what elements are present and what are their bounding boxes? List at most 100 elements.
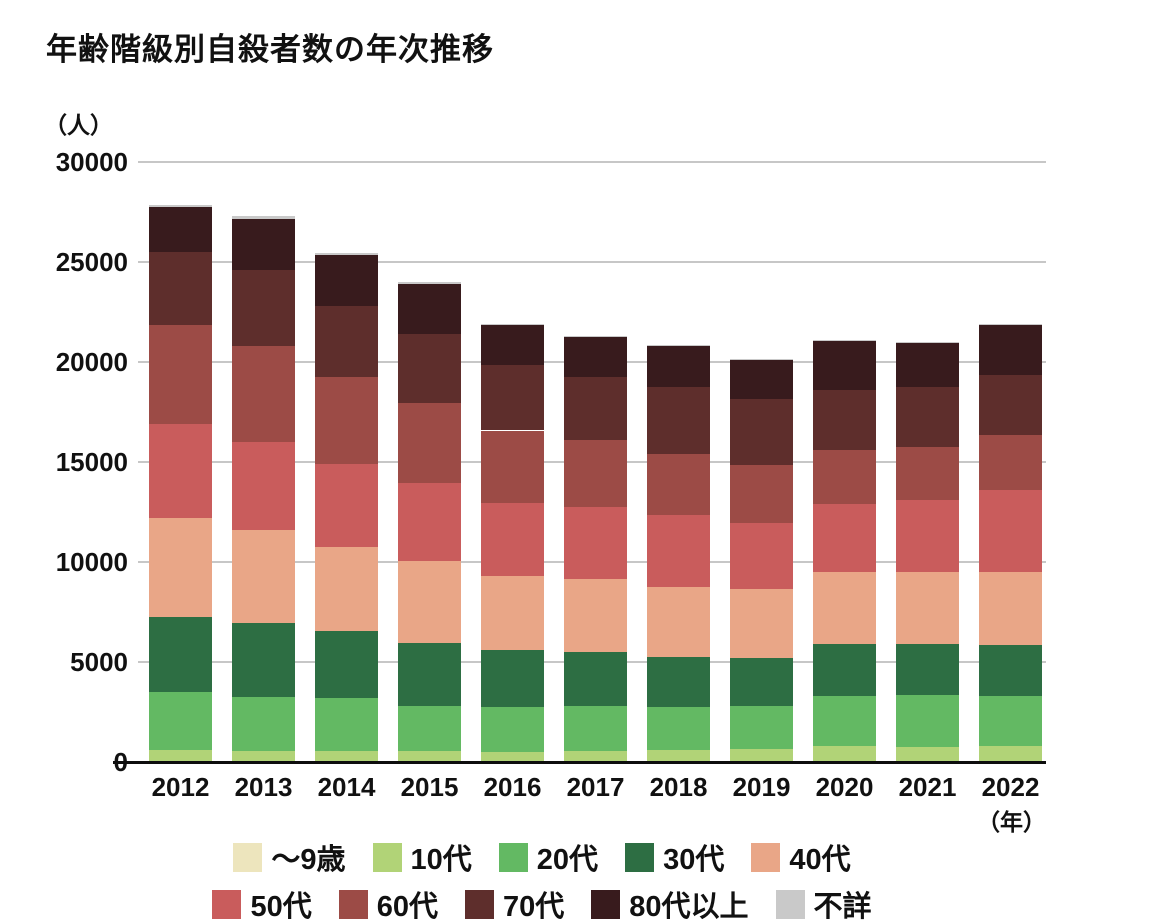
legend-row-1: ～9歳 10代 20代 30代 40代 [233, 836, 851, 878]
legend-item-70代: 70代 [464, 883, 565, 922]
legend-swatch-icon [498, 842, 528, 872]
bar-segment-2017-30代 [564, 652, 627, 707]
legend-swatch-icon [625, 842, 655, 872]
bar-segment-2012-10代 [149, 750, 212, 762]
bar-segment-2014-60代 [315, 376, 378, 465]
bar-segment-2016-30代 [481, 650, 544, 707]
x-axis-tick-label-2018: 2018 [649, 772, 708, 802]
legend-label: 10代 [410, 844, 472, 876]
bar-segment-2018-70代 [647, 386, 710, 454]
legend-label: 不詳 [813, 891, 872, 922]
bar-segment-2020-30代 [813, 643, 876, 697]
bar-segment-2022-60代 [979, 435, 1042, 491]
bar-segment-2022-70代 [979, 375, 1042, 435]
bar-segment-2020-20代 [813, 696, 876, 747]
legend-label: 60代 [376, 891, 438, 922]
bar-segment-2016-20代 [481, 706, 544, 752]
legend-swatch-icon [233, 842, 263, 872]
bar-segment-2013-70代 [232, 270, 295, 346]
legend-swatch-icon [338, 889, 368, 919]
bar-segment-2022-20代 [979, 696, 1042, 747]
bar-segment-2021-20代 [896, 694, 959, 747]
bar-segment-2018-40代 [647, 586, 710, 657]
bar-segment-2021-不詳 [896, 341, 959, 343]
bar-segment-2017-不詳 [564, 335, 627, 337]
bar-segment-2019-60代 [730, 465, 793, 524]
bar-segment-2012-60代 [149, 324, 212, 424]
bar-segment-2013-30代 [232, 622, 295, 697]
bar-segment-2012-不詳 [149, 204, 212, 208]
bar-segment-2013-不詳 [232, 216, 295, 219]
bar-segment-2013-40代 [232, 530, 295, 623]
bar-segment-2019-10代 [730, 748, 793, 762]
bar-segment-2014-20代 [315, 698, 378, 752]
x-axis-tick-label-2014: 2014 [317, 772, 376, 802]
bar-segment-2018-80代以上 [647, 345, 710, 387]
bar-segment-2019-50代 [730, 523, 793, 590]
bar-segment-2020-60代 [813, 450, 876, 504]
legend-label: 40代 [789, 844, 851, 876]
x-axis-tick-label-2021: 2021 [898, 772, 957, 802]
bar-segment-2013-10代 [232, 750, 295, 762]
legend-label: 50代 [250, 891, 312, 922]
bar-segment-2015-50代 [398, 483, 461, 561]
bar-segment-2016-80代以上 [481, 324, 544, 366]
y-axis-tick-label: 5000 [70, 647, 128, 677]
bar-segment-2012-30代 [149, 616, 212, 692]
legend-swatch-icon [212, 889, 242, 919]
legend-swatch-icon [372, 842, 402, 872]
bar-segment-2014-30代 [315, 631, 378, 699]
bar-segment-2015-70代 [398, 333, 461, 403]
bar-segment-2016-60代 [481, 430, 544, 504]
bar-segment-2022-40代 [979, 572, 1042, 646]
bar-segment-2017-50代 [564, 507, 627, 579]
bar-segment-2019-不詳 [730, 358, 793, 360]
bar-segment-2015-40代 [398, 560, 461, 644]
y-axis-tick-label: 10000 [55, 547, 128, 577]
legend-item-30代: 30代 [625, 836, 724, 878]
y-axis-unit-label: （人） [44, 112, 113, 138]
legend-swatch-icon [464, 889, 494, 919]
bar-segment-2012-40代 [149, 517, 212, 617]
x-axis-line [113, 761, 1046, 764]
legend-label: ～9歳 [271, 844, 346, 876]
bar-segment-2019-20代 [730, 706, 793, 749]
x-axis-tick-label-2016: 2016 [483, 772, 542, 802]
legend-item-20代: 20代 [498, 836, 598, 878]
legend-swatch-icon [751, 842, 781, 872]
legend-item-40代: 40代 [751, 836, 851, 878]
bar-segment-2015-80代以上 [398, 283, 461, 334]
bar-segment-2018-20代 [647, 706, 710, 750]
bar-segment-2017-70代 [564, 377, 627, 441]
legend-label: 30代 [663, 844, 725, 876]
bar-segment-2022-不詳 [979, 324, 1042, 326]
x-axis-tick-label-2013: 2013 [234, 772, 293, 802]
bar-segment-2012-20代 [149, 691, 212, 751]
bar-segment-2017-40代 [564, 578, 627, 653]
bar-segment-2022-30代 [979, 645, 1042, 697]
legend-swatch-icon [591, 889, 621, 919]
bar-segment-2021-40代 [896, 572, 959, 644]
legend-item-～9歳: ～9歳 [233, 836, 346, 878]
bar-segment-2020-80代以上 [813, 341, 876, 390]
bar-segment-2021-50代 [896, 499, 959, 573]
y-axis-tick-label: 15000 [55, 447, 128, 477]
bar-segment-2018-30代 [647, 656, 710, 707]
bar-segment-2020-50代 [813, 503, 876, 573]
legend-swatch-icon [775, 889, 805, 919]
bar-segment-2022-80代以上 [979, 325, 1042, 376]
bar-segment-2012-50代 [149, 423, 212, 518]
gridline-y-25000 [138, 261, 1046, 263]
bar-segment-2017-60代 [564, 440, 627, 508]
y-axis-tick-label: 0 [0, 749, 128, 775]
legend-label: 70代 [502, 891, 565, 922]
y-axis-tick-label: 25000 [55, 247, 128, 277]
bar-segment-2019-40代 [730, 589, 793, 658]
bar-segment-2018-不詳 [647, 345, 710, 346]
bar-segment-2021-60代 [896, 447, 959, 500]
x-axis-tick-label-2017: 2017 [566, 772, 625, 802]
chart-title: 年齢階級別自殺者数の年次推移 [46, 32, 494, 67]
bar-segment-2017-20代 [564, 706, 627, 751]
bar-segment-2022-10代 [979, 746, 1042, 762]
